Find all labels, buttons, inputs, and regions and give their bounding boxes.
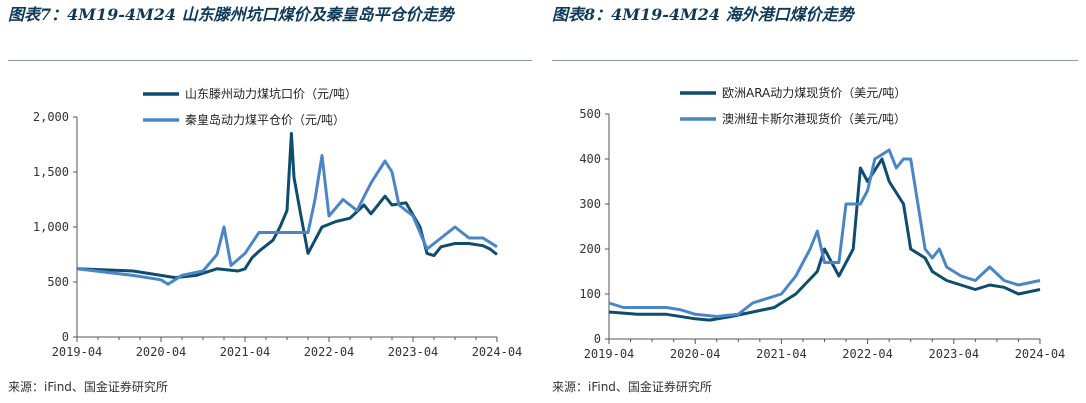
source-note: 来源：iFind、国金证券研究所 xyxy=(552,380,712,394)
y-tick-label: 100 xyxy=(579,287,601,301)
y-tick-label: 500 xyxy=(47,275,69,289)
source-note: 来源：iFind、国金证券研究所 xyxy=(8,380,168,394)
y-tick-label: 500 xyxy=(579,107,601,121)
x-tick-label: 2024-04 xyxy=(472,345,523,359)
y-tick-label: 0 xyxy=(62,330,69,344)
chart-title: 图表8：4M19-4M24 海外港口煤价走势 xyxy=(552,5,854,24)
x-tick-label: 2021-04 xyxy=(220,345,271,359)
x-tick-label: 2022-04 xyxy=(842,347,893,361)
series-line xyxy=(76,154,498,286)
legend-label: 秦皇岛动力煤平仓价（元/吨） xyxy=(185,112,345,127)
y-tick-label: 300 xyxy=(579,197,601,211)
x-tick-label: 2019-04 xyxy=(584,347,635,361)
series-line xyxy=(76,132,498,280)
x-tick-label: 2022-04 xyxy=(304,345,355,359)
legend-label: 澳洲纽卡斯尔港现货价（美元/吨） xyxy=(722,111,906,126)
x-tick-label: 2020-04 xyxy=(136,345,187,359)
x-tick-label: 2023-04 xyxy=(388,345,439,359)
y-tick-label: 1,000 xyxy=(33,220,69,234)
y-tick-label: 200 xyxy=(579,242,601,256)
divider xyxy=(552,60,1078,61)
y-tick-label: 400 xyxy=(579,152,601,166)
legend-label: 山东滕州动力煤坑口价（元/吨） xyxy=(185,86,357,101)
x-tick-label: 2021-04 xyxy=(756,347,807,361)
x-tick-label: 2023-04 xyxy=(929,347,980,361)
chart-left: 0 500 1,000 1,500 2,000 2019-04 2020-04 2021-04… xyxy=(33,86,523,359)
y-tick-label: 1,500 xyxy=(33,165,69,179)
x-tick-label: 2020-04 xyxy=(670,347,721,361)
series-line xyxy=(608,157,1041,322)
y-tick-label: 0 xyxy=(594,332,601,346)
series-line xyxy=(608,148,1041,318)
chart-title: 图表7：4M19-4M24 山东滕州坑口煤价及秦皇岛平仓价走势 xyxy=(8,5,454,24)
x-tick-label: 2019-04 xyxy=(52,345,103,359)
divider xyxy=(8,60,532,61)
x-tick-label: 2024-04 xyxy=(1015,347,1066,361)
legend-label: 欧洲ARA动力煤现货价（美元/吨） xyxy=(722,85,906,100)
y-tick-label: 2,000 xyxy=(33,110,69,124)
